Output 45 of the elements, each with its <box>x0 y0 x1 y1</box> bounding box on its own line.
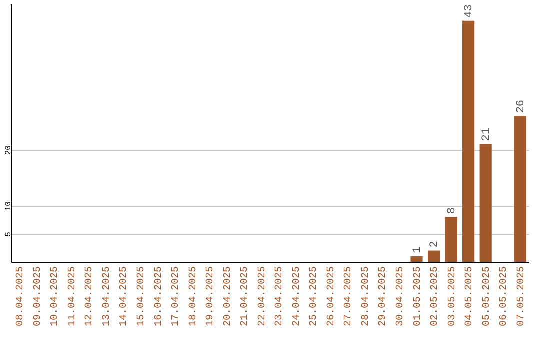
x-tick-label: 02.05.2025 <box>430 266 442 327</box>
bar <box>462 20 475 262</box>
bar <box>410 256 423 262</box>
bar <box>428 250 440 262</box>
x-tick-label: 13.04.2025 <box>102 266 113 327</box>
x-tick-label: 10.04.2025 <box>50 266 62 327</box>
x-tick-label: 09.04.2025 <box>32 266 44 327</box>
x-tick-label: 16.04.2025 <box>154 266 165 327</box>
data-label: 8 <box>446 208 458 214</box>
x-tick-label: 04.05.2025 <box>464 266 476 327</box>
x-tick-label: 11.04.2025 <box>67 266 78 327</box>
x-tick-label: 29.04.2025 <box>378 266 390 327</box>
x-tick-label: 06.05.2025 <box>499 266 510 327</box>
x-tick-label: 19.04.2025 <box>206 266 217 327</box>
x-tick-label: 23.04.2025 <box>274 266 286 327</box>
data-label: 43 <box>464 4 476 18</box>
x-tick-label: 12.04.2025 <box>84 266 96 327</box>
data-label: 1 <box>412 246 424 254</box>
x-tick-label: 08.04.2025 <box>16 266 27 327</box>
x-tick-label: 28.04.2025 <box>360 266 372 327</box>
x-tick-label: 30.04.2025 <box>396 266 406 327</box>
data-label: 21 <box>480 128 493 142</box>
bar <box>480 144 492 262</box>
x-tick-label: 17.04.2025 <box>171 266 182 327</box>
y-tick-label: 10 <box>4 201 14 212</box>
x-tick-label: 07.05.2025 <box>516 266 528 327</box>
bar <box>514 116 526 262</box>
x-tick-label: 14.04.2025 <box>119 266 130 327</box>
data-label: 26 <box>515 100 528 114</box>
x-tick-label: 05.05.2025 <box>482 266 493 327</box>
x-tick-label: 27.04.2025 <box>344 266 355 327</box>
data-label: 2 <box>429 241 442 248</box>
x-tick-label: 18.04.2025 <box>188 266 200 327</box>
bar <box>445 217 458 262</box>
x-tick-label: 22.04.2025 <box>257 266 268 327</box>
x-tick-label: 24.04.2025 <box>292 266 303 327</box>
x-tick-label: 25.04.2025 <box>309 266 320 327</box>
x-tick-label: 01.05.2025 <box>412 266 424 327</box>
x-tick-label: 03.05.2025 <box>447 266 458 327</box>
x-tick-label: 26.04.2025 <box>326 266 338 327</box>
x-tick-label: 20.04.2025 <box>222 266 234 327</box>
x-tick-label: 21.04.2025 <box>240 266 252 327</box>
y-tick-label: 5 <box>4 232 14 237</box>
y-tick-label: 20 <box>4 145 14 156</box>
x-tick-label: 15.04.2025 <box>136 266 148 327</box>
